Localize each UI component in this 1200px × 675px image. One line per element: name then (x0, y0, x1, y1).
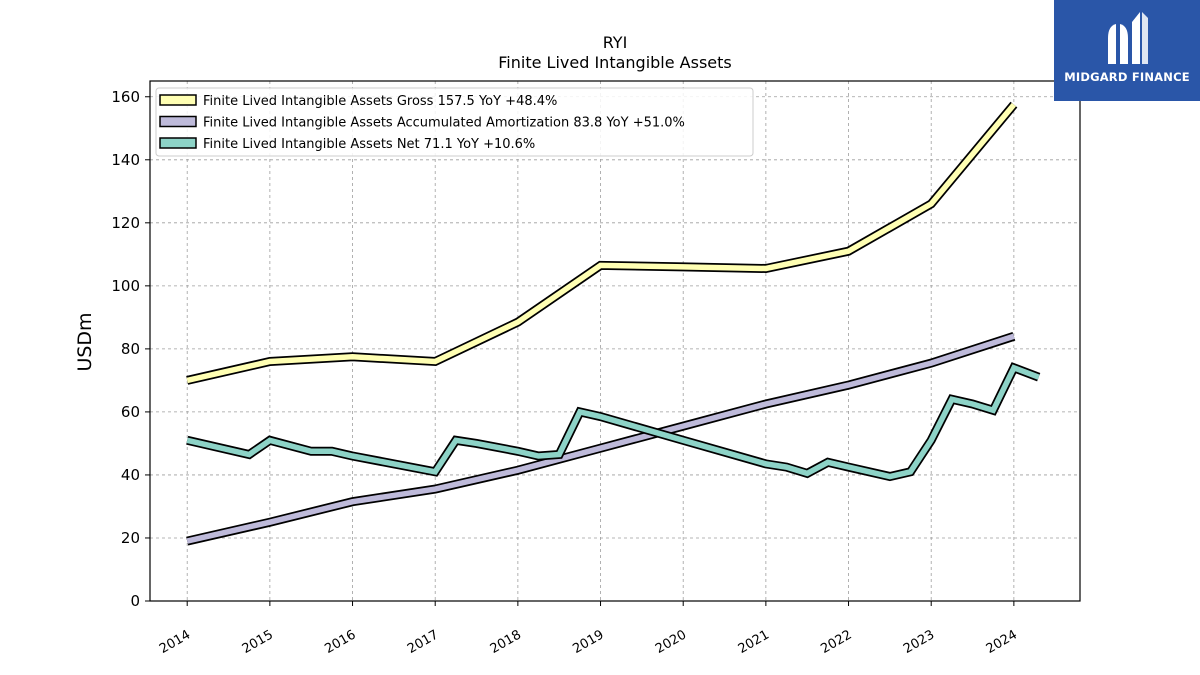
y-tick-label: 0 (130, 592, 140, 610)
y-tick-label: 40 (121, 466, 140, 484)
legend-swatch-2 (159, 115, 197, 128)
y-tick-label: 100 (111, 277, 140, 295)
y-tick-label: 60 (121, 403, 140, 421)
x-tick-label: 2015 (240, 627, 276, 657)
series-line-3 (186, 362, 1041, 482)
series-stroke (186, 364, 1040, 480)
chart-title: RYI (603, 33, 628, 52)
x-tick-label: 2020 (653, 627, 689, 657)
x-tick-label: 2018 (488, 627, 524, 657)
y-tick-label: 80 (121, 340, 140, 358)
x-tick-label: 2016 (322, 627, 358, 657)
y-axis: 0 20 40 60 80 100 120 140 160 (111, 88, 150, 610)
legend-entry-1: Finite Lived Intangible Assets Gross 157… (203, 94, 557, 109)
series-layer (186, 101, 1041, 546)
y-tick-label: 140 (111, 151, 140, 169)
x-tick-label: 2021 (736, 627, 772, 657)
plot-area-frame (149, 80, 1081, 602)
y-tick-label: 160 (111, 88, 140, 106)
series-stroke (186, 102, 1017, 384)
grid-lines (150, 81, 1080, 602)
series-line-2 (186, 332, 1016, 546)
x-tick-label: 2024 (984, 627, 1020, 657)
y-axis-label: USDm (74, 312, 96, 371)
legend-swatch-3 (159, 137, 197, 149)
x-tick-label: 2017 (405, 627, 441, 657)
legend-entry-3: Finite Lived Intangible Assets Net 71.1 … (203, 137, 535, 152)
y-tick-label: 20 (121, 529, 140, 547)
y-tick-label: 120 (111, 214, 140, 232)
midgard-finance-logo: MIDGARD FINANCE (1054, 0, 1200, 101)
logo-text: MIDGARD FINANCE (1064, 70, 1190, 84)
series-line-1 (186, 101, 1018, 385)
legend-entry-2: Finite Lived Intangible Assets Accumulat… (203, 116, 685, 131)
x-tick-label: 2019 (570, 627, 606, 657)
x-axis: 2014 2015 2016 2017 2018 2019 2020 2021 2022 2023… (157, 601, 1020, 657)
legend-swatch-1 (159, 94, 197, 106)
midgard-logo-icon (1108, 12, 1148, 64)
legend-box (155, 87, 754, 157)
x-tick-label: 2022 (818, 627, 854, 657)
legend: Finite Lived Intangible Assets Gross 157… (155, 87, 754, 157)
series-stroke (186, 333, 1015, 544)
x-tick-label: 2023 (901, 627, 937, 657)
chart-subtitle: Finite Lived Intangible Assets (498, 53, 731, 72)
x-tick-label: 2014 (157, 627, 193, 657)
